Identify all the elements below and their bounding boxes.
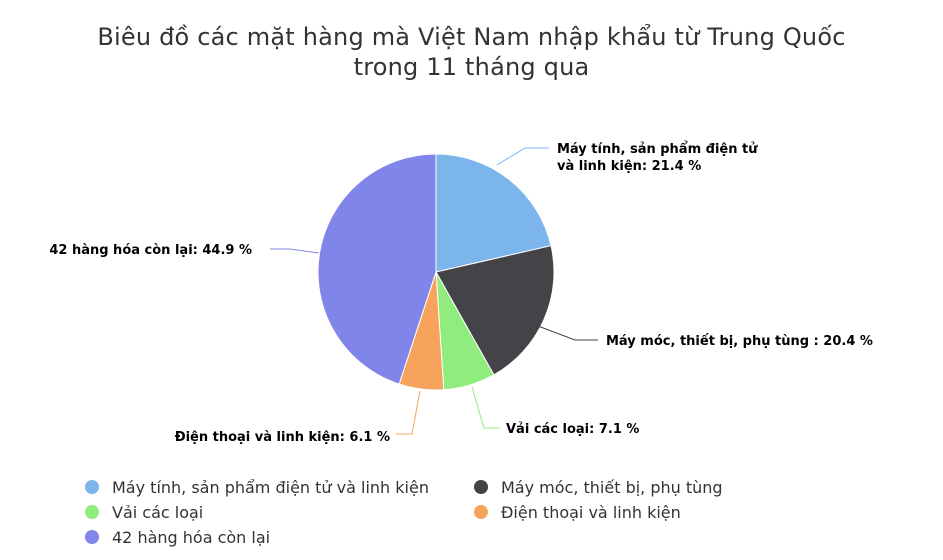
chart-title-line2: trong 11 tháng qua [353, 53, 590, 81]
chart-title: Biêu đồ các mặt hàng mà Việt Nam nhập kh… [0, 22, 943, 82]
slice-label: Máy móc, thiết bị, phụ tùng : 20.4 % [606, 334, 873, 349]
legend-marker[interactable] [474, 505, 488, 519]
pie-slice[interactable] [317, 153, 437, 385]
chart-title-line1: Biêu đồ các mặt hàng mà Việt Nam nhập kh… [97, 23, 846, 51]
slice-label: Điện thoại và linh kiện: 6.1 % [175, 430, 390, 445]
label-connector [396, 390, 421, 435]
legend-marker[interactable] [85, 505, 99, 519]
legend-item-label[interactable]: Vải các loại [112, 503, 203, 522]
label-connector [529, 322, 598, 341]
label-connector [270, 248, 320, 254]
slice-label: 42 hàng hóa còn lại: 44.9 % [49, 243, 252, 258]
slice-labels: Máy tính, sản phẩm điện tử và linh kiện: … [49, 141, 873, 445]
pie-slice[interactable] [435, 153, 552, 273]
legend-item-label[interactable]: Điện thoại và linh kiện [501, 503, 681, 522]
slice-label: Máy tính, sản phẩm điện tử và linh kiện: … [557, 141, 758, 174]
legend-item-label[interactable]: Máy móc, thiết bị, phụ tùng [501, 478, 723, 497]
legend-marker[interactable] [85, 530, 99, 544]
label-connectors [270, 147, 598, 435]
pie-slices [317, 153, 555, 391]
legend-item-label[interactable]: 42 hàng hóa còn lại [112, 528, 270, 547]
label-connector [471, 386, 500, 429]
pie-slice[interactable] [435, 245, 555, 376]
legend-marker[interactable] [474, 480, 488, 494]
legend-marker[interactable] [85, 480, 99, 494]
legend: Máy tính, sản phẩm điện tử và linh kiện M… [85, 478, 723, 547]
legend-item-label[interactable]: Máy tính, sản phẩm điện tử và linh kiện [112, 478, 429, 497]
slice-label: Vải các loại: 7.1 % [506, 422, 639, 437]
label-connector [496, 147, 549, 166]
